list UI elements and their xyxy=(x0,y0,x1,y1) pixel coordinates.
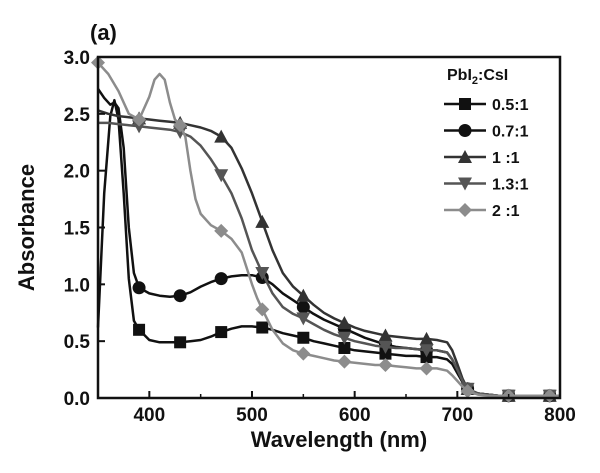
x-tick-label: 400 xyxy=(133,405,165,426)
data-point xyxy=(378,358,393,373)
data-point xyxy=(338,341,351,354)
legend-entry: 1.3:1 xyxy=(444,177,529,194)
panel-label: (a) xyxy=(90,20,117,45)
series-1 xyxy=(96,98,560,402)
data-point xyxy=(173,289,187,303)
y-tick-label: 0.5 xyxy=(64,332,91,353)
data-point xyxy=(173,118,188,133)
series-3 xyxy=(97,109,560,402)
data-point xyxy=(460,384,475,399)
legend-entry: 1 :1 xyxy=(444,150,520,167)
data-point xyxy=(133,323,146,336)
y-tick-label: 2.0 xyxy=(64,162,90,183)
data-point xyxy=(419,361,434,376)
legend-title-rest: :CsI xyxy=(478,67,508,84)
legend-label: 0.7:1 xyxy=(492,124,529,141)
data-point xyxy=(419,331,434,345)
series-5 xyxy=(91,55,560,403)
data-point xyxy=(173,126,188,140)
data-point xyxy=(337,331,352,345)
series-line xyxy=(96,98,560,397)
data-point xyxy=(255,214,270,228)
legend-marker xyxy=(458,177,472,191)
y-tick-label: 1.5 xyxy=(64,219,91,240)
legend-marker xyxy=(458,150,472,163)
legend-title: PbI2:CsI xyxy=(447,67,508,87)
series-2 xyxy=(96,88,560,403)
x-tick-label: 700 xyxy=(441,405,473,426)
series-line xyxy=(97,109,560,397)
legend-entry: 0.7:1 xyxy=(444,124,529,141)
legend: PbI2:CsI 0.5:1 0.7:1 1 :1 1.3:1 2 :1 xyxy=(444,67,529,220)
data-point xyxy=(296,300,310,314)
legend-marker xyxy=(459,98,471,110)
x-axis-title: Wavelength (nm) xyxy=(251,427,427,452)
y-tick-label: 0.0 xyxy=(64,389,90,410)
y-tick-label: 1.0 xyxy=(64,275,90,296)
legend-label: 1.3:1 xyxy=(492,177,529,194)
data-point xyxy=(378,328,393,342)
data-point xyxy=(337,315,352,329)
x-tick-label: 500 xyxy=(236,405,268,426)
data-point xyxy=(174,336,187,349)
data-point xyxy=(297,331,310,344)
y-axis-title: Absorbance xyxy=(14,164,39,291)
data-point xyxy=(132,281,146,295)
data-point xyxy=(255,266,270,280)
legend-label: 2 :1 xyxy=(492,203,520,220)
data-point xyxy=(256,321,269,334)
x-tick-label: 600 xyxy=(339,405,371,426)
legend-title-sub: 2 xyxy=(472,75,478,87)
y-tick-label: 2.5 xyxy=(64,105,91,126)
series-line xyxy=(96,88,560,397)
data-point xyxy=(214,129,229,143)
legend-label: 1 :1 xyxy=(492,150,520,167)
x-tick-label: 800 xyxy=(544,405,576,426)
legend-marker xyxy=(458,124,472,137)
legend-marker xyxy=(458,203,472,217)
data-point xyxy=(255,302,270,317)
legend-entry: 2 :1 xyxy=(444,203,520,220)
data-point xyxy=(296,288,311,302)
data-point xyxy=(378,340,393,354)
data-point xyxy=(214,272,228,286)
legend-label: 0.5:1 xyxy=(492,97,529,114)
data-point xyxy=(132,120,147,134)
legend-entry: 0.5:1 xyxy=(444,97,529,114)
data-point xyxy=(296,312,311,326)
data-point xyxy=(337,354,352,369)
data-point xyxy=(214,169,229,183)
data-point xyxy=(132,112,147,127)
data-point xyxy=(214,223,229,238)
data-point xyxy=(215,326,228,339)
data-point xyxy=(419,344,434,358)
data-point xyxy=(296,346,311,361)
plot-area-frame xyxy=(96,55,562,400)
series-line xyxy=(98,121,560,397)
legend-title-main: PbI xyxy=(447,67,472,84)
y-tick-label: 3.0 xyxy=(64,48,90,69)
